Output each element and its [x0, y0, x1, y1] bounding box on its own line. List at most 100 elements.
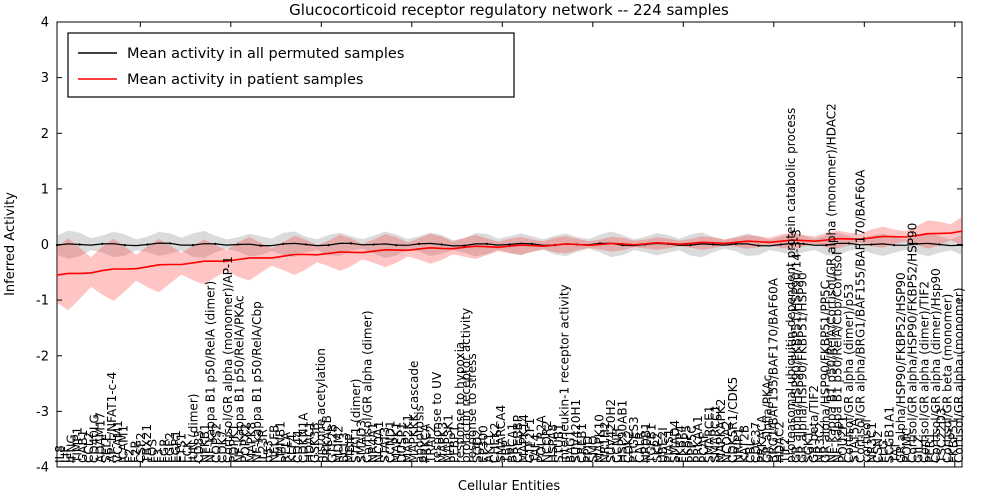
permuted-line-marker [214, 242, 217, 245]
entity-label: TBX21 [140, 424, 154, 464]
entity-label: KLF4 [285, 434, 299, 463]
entity-label: TAT [888, 441, 902, 464]
entity-label: CCND1 [384, 420, 398, 463]
entity-label: MAP2K1 [401, 414, 415, 463]
entity-label: BAG1 [563, 430, 577, 463]
entity-label: NCOA2 [720, 421, 734, 463]
entity-label: FKBP4 [674, 425, 688, 463]
legend-label-permuted: Mean activity in all permuted samples [127, 46, 404, 62]
entity-label: NCOA1 [372, 421, 386, 463]
entity-label: CHEK2 [488, 423, 502, 464]
entity-label: STAT3 [378, 427, 392, 463]
entity-label: response to hypoxia [453, 342, 467, 463]
entity-label: GAB1 [76, 430, 90, 463]
permuted-line-marker [915, 242, 918, 245]
permuted-line-marker [712, 243, 715, 246]
y-tick-label: -2 [36, 349, 49, 364]
entity-label: MAPK8 [244, 422, 258, 463]
entity-label: CDKN1A [297, 412, 311, 463]
entity-label: SOD2 [471, 429, 485, 463]
permuted-line-marker [169, 242, 172, 245]
entity-label: CDK7 [215, 430, 229, 463]
entity-label: NF-kappa B1 p50/RelA/Cortisol/GR alpha (… [825, 103, 839, 463]
entity-label: EGR1 [169, 430, 183, 463]
legend: Mean activity in all permuted samples Me… [67, 32, 515, 98]
permuted-line-marker [236, 243, 240, 246]
entity-label: NF-kappa B1 p50/RelA (dimer) [204, 281, 218, 463]
entity-label: GR alpha/HSP90/FKBP51/HSP90 [796, 272, 810, 463]
entity-label: Cortisol/GR alpha (dimer)/TIF2 [917, 281, 931, 463]
x-axis-label: Cellular Entities [458, 479, 560, 494]
entity-label: PEBP1 [447, 425, 461, 463]
entity-label: POLR2A [534, 415, 548, 463]
patient-band [57, 216, 962, 311]
entity-label: NCOR2 [540, 420, 554, 463]
entity-label: CCNH [610, 428, 624, 463]
y-tick-label: -3 [36, 405, 49, 420]
permuted-line-marker [282, 242, 285, 245]
permuted-line-marker [779, 243, 783, 246]
entity-label: NF-kappa B1 p50/RelA/Cbp/Cortisol [830, 252, 844, 463]
entity-label: CDK5R1/CDK5 [726, 377, 740, 463]
permuted-line-marker [893, 244, 896, 247]
entity-label: AP-1/NFAT1-c-4 [105, 372, 119, 463]
entity-label: TIF2 [778, 438, 792, 464]
entity-label: TRAF2 [424, 425, 438, 464]
entity-label: CD44 [291, 430, 305, 463]
entity-label: SCGB1A1 [883, 406, 897, 463]
entity-label: GR alpha/HSP90/FKBP52/HSP90 [894, 272, 908, 463]
entity-label: F2 [123, 448, 137, 463]
permuted-line-marker [372, 243, 375, 246]
entity-label: TBP [500, 440, 514, 464]
entity-label: NR3C1 [865, 422, 879, 463]
entity-label: FLG [877, 440, 891, 463]
entity-label: NRIP1 [732, 427, 746, 463]
entity-label: MAPK10 [592, 414, 606, 463]
axis-ticks [57, 21, 962, 468]
entity-label: SMARCA4 [494, 405, 508, 463]
permuted-line-marker [146, 243, 149, 246]
entity-label: SMAD4 [668, 420, 682, 463]
entity-label: F3 [152, 448, 166, 463]
entity-label: apoptosis [413, 405, 427, 463]
y-tick-label: -4 [36, 461, 49, 476]
entity-label: HSPA8 [546, 424, 560, 463]
entity-label: VCAM1 [111, 420, 125, 463]
entity-label: FGF2 [163, 432, 177, 463]
entity-label: response to UV [430, 371, 444, 463]
entity-label: LMNB1 [273, 421, 287, 463]
entity-label: HDAC1 [302, 421, 316, 463]
entity-label: PTGES3 [627, 416, 641, 463]
permuted-line-marker [847, 242, 851, 245]
entity-label: ICAM1 [117, 425, 131, 463]
entity-label: CD40LG [88, 414, 102, 463]
permuted-line-marker [395, 244, 398, 247]
entity-label: SUV420H1 [569, 399, 583, 463]
entity-label: SELE [99, 434, 113, 463]
entity-label: PRKACA [755, 414, 769, 463]
entity-label: BRCA1 [505, 423, 519, 463]
entity-label: MDM2 [331, 425, 345, 463]
entity-label: response to stress [465, 353, 479, 463]
entity-label: GTF2B [326, 424, 340, 463]
entity-label: CSF2 [134, 432, 148, 463]
permuted-line-marker [485, 242, 488, 245]
entity-label: IL23R [256, 429, 270, 463]
entity-label: FKBP51 [946, 417, 960, 463]
entity-label: NFKB1 [198, 423, 212, 463]
entity-label: BCL3 [337, 432, 351, 463]
y-axis-label: Inferred Activity [3, 192, 18, 296]
entity-label: FOS [146, 439, 160, 463]
entity-label: GR alpha/HSP90/FKBP51/PP5C [819, 281, 833, 463]
entity-label: BRG1/BAF155/BAF170/BAF60A [767, 277, 781, 463]
entity-label: CREBBP [511, 415, 525, 463]
entity-label: KAT2B [738, 425, 752, 463]
y-tick-labels: -4 -3 -2 -1 0 1 2 3 4 [36, 16, 49, 476]
entity-label: Cortisol/GR alpha (dimer)/Hsp90 [929, 268, 943, 463]
entity-label: NR3C2 [813, 422, 827, 463]
y-tick-label: 0 [41, 238, 49, 253]
entity-label: IL8 [53, 445, 67, 463]
permuted-line-marker [123, 244, 126, 247]
entity-label: GSK3B [308, 422, 322, 463]
entity-label: F2R [128, 440, 142, 463]
